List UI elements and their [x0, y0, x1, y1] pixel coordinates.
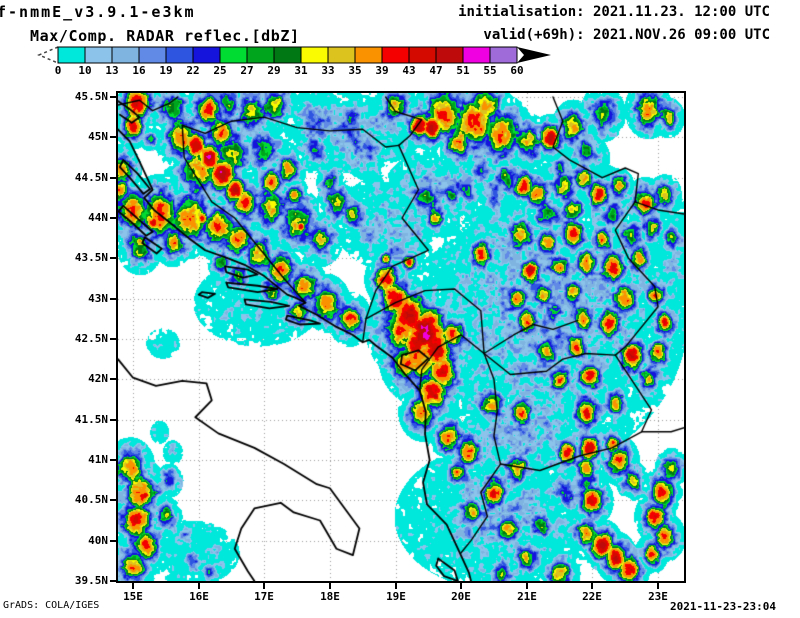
- lat-tick: [110, 459, 116, 461]
- colorbar-tick-label: 10: [78, 64, 92, 77]
- lon-tick: [132, 583, 134, 589]
- colorbar-segment: [327, 46, 356, 64]
- lat-tick: [110, 96, 116, 98]
- lat-tick-label: 39.5N: [74, 574, 108, 587]
- lat-tick-label: 42N: [88, 372, 108, 385]
- colorbar-segment: [462, 46, 491, 64]
- colorbar-tick-label: 27: [240, 64, 254, 77]
- colorbar-tick-label: 0: [54, 64, 62, 77]
- colorbar-segment: [435, 46, 464, 64]
- colorbar-tick-label: 60: [510, 64, 524, 77]
- colorbar-tick-label: 19: [159, 64, 173, 77]
- colorbar-segment: [219, 46, 248, 64]
- lon-tick-label: 17E: [254, 590, 274, 603]
- colorbar-tick-label: 47: [429, 64, 443, 77]
- initialisation-time: initialisation: 2021.11.23. 12:00 UTC: [458, 4, 770, 20]
- lat-tick: [110, 580, 116, 582]
- lat-tick: [110, 177, 116, 179]
- lon-tick-label: 21E: [517, 590, 537, 603]
- lon-tick-label: 19E: [386, 590, 406, 603]
- grads-credit: GrADS: COLA/IGES: [3, 600, 100, 611]
- colorbar-segment: [57, 46, 86, 64]
- lat-tick: [110, 298, 116, 300]
- colorbar-tick-label: 13: [105, 64, 119, 77]
- colorbar: [37, 46, 551, 64]
- lat-tick: [110, 338, 116, 340]
- lat-tick-label: 41N: [88, 453, 108, 466]
- lat-tick-label: 40.5N: [74, 493, 108, 506]
- colorbar-tick-label: 55: [483, 64, 497, 77]
- colorbar-tick-label: 51: [456, 64, 470, 77]
- valid-time: valid(+69h): 2021.NOV.26 09:00 UTC: [483, 27, 770, 43]
- lon-tick-label: 23E: [648, 590, 668, 603]
- colorbar-segment: [192, 46, 221, 64]
- colorbar-segment: [408, 46, 437, 64]
- lat-tick: [110, 419, 116, 421]
- lat-tick-label: 43N: [88, 292, 108, 305]
- colorbar-segment: [300, 46, 329, 64]
- colorbar-tick-label: 16: [132, 64, 146, 77]
- colorbar-segment: [354, 46, 383, 64]
- colorbar-segment: [489, 46, 518, 64]
- creation-timestamp: 2021-11-23-23:04: [670, 600, 776, 613]
- lat-tick: [110, 378, 116, 380]
- lat-tick-label: 40N: [88, 534, 108, 547]
- lat-tick-label: 44.5N: [74, 171, 108, 184]
- model-title: f-nmmE_v3.9.1-e3km: [0, 3, 196, 21]
- lat-tick-label: 45.5N: [74, 90, 108, 103]
- lat-tick-label: 43.5N: [74, 251, 108, 264]
- lat-tick-label: 41.5N: [74, 413, 108, 426]
- colorbar-segment: [111, 46, 140, 64]
- colorbar-segment: [273, 46, 302, 64]
- lon-tick: [263, 583, 265, 589]
- colorbar-overflow-arrow-icon: [517, 47, 551, 63]
- colorbar-tick-label: 31: [294, 64, 308, 77]
- colorbar-underflow-wedge-icon: [37, 46, 59, 64]
- map-canvas: [118, 93, 684, 581]
- lon-tick-label: 20E: [451, 590, 471, 603]
- lon-tick: [395, 583, 397, 589]
- lon-tick: [526, 583, 528, 589]
- colorbar-segments: [57, 46, 518, 64]
- lat-tick: [110, 217, 116, 219]
- lon-tick: [198, 583, 200, 589]
- lat-tick: [110, 540, 116, 542]
- colorbar-tick-label: 39: [375, 64, 389, 77]
- product-title: Max/Comp. RADAR reflec.[dbZ]: [30, 27, 300, 45]
- colorbar-tick-label: 43: [402, 64, 416, 77]
- lat-tick-label: 45N: [88, 130, 108, 143]
- lon-tick-label: 16E: [189, 590, 209, 603]
- map-frame: [116, 91, 686, 583]
- colorbar-tick-label: 29: [267, 64, 281, 77]
- lon-tick-label: 15E: [123, 590, 143, 603]
- colorbar-segment: [165, 46, 194, 64]
- colorbar-segment: [246, 46, 275, 64]
- colorbar-tick-label: 35: [348, 64, 362, 77]
- lon-tick: [329, 583, 331, 589]
- colorbar-tick-label: 25: [213, 64, 227, 77]
- lon-tick-label: 18E: [320, 590, 340, 603]
- colorbar-tick-label: 22: [186, 64, 200, 77]
- colorbar-segment: [84, 46, 113, 64]
- colorbar-tick-label: 33: [321, 64, 335, 77]
- lon-tick-label: 22E: [582, 590, 602, 603]
- lon-tick: [657, 583, 659, 589]
- lat-tick: [110, 136, 116, 138]
- lat-tick: [110, 499, 116, 501]
- lon-tick: [460, 583, 462, 589]
- lat-tick-label: 42.5N: [74, 332, 108, 345]
- colorbar-segment: [381, 46, 410, 64]
- lat-tick-label: 44N: [88, 211, 108, 224]
- colorbar-segment: [138, 46, 167, 64]
- lat-tick: [110, 257, 116, 259]
- lon-tick: [591, 583, 593, 589]
